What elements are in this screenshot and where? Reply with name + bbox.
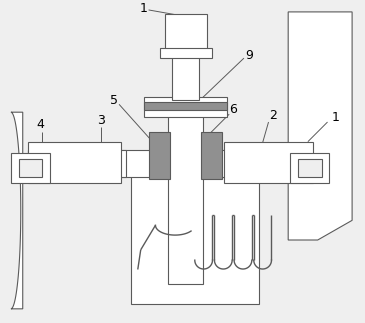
Bar [11,153,50,183]
Bar [298,159,322,177]
Polygon shape [11,112,23,309]
Text: 1: 1 [140,3,147,16]
Bar [160,48,211,58]
Text: 2: 2 [269,109,277,122]
Bar [28,150,126,177]
Bar [149,132,170,179]
Bar [215,150,293,177]
Text: 5: 5 [110,94,118,107]
Polygon shape [288,12,352,240]
Bar [28,142,121,183]
Bar [290,153,330,183]
Text: 6: 6 [229,103,237,116]
Text: 4: 4 [36,119,45,131]
Bar [165,14,207,53]
Bar [224,142,313,183]
Text: 3: 3 [97,114,105,127]
Bar [172,51,199,100]
Bar [201,132,222,179]
Bar [19,159,42,177]
Text: 9: 9 [245,49,253,62]
Bar [131,156,259,304]
Bar [28,150,293,177]
Text: 1: 1 [331,110,339,124]
Bar [168,102,203,284]
Bar [144,98,227,117]
Bar [144,102,227,110]
